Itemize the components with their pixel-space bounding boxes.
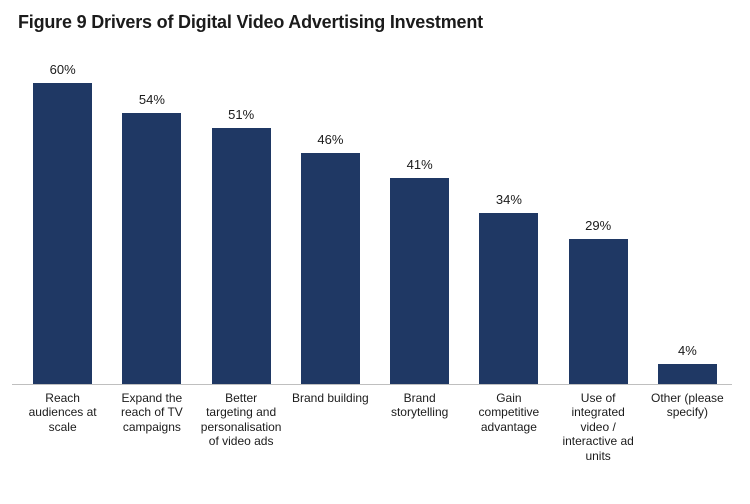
x-axis-label: Better targeting and personalisation of … xyxy=(197,391,286,463)
bar-column: 4% xyxy=(643,59,732,384)
bar xyxy=(122,113,181,384)
bars-group: 60% 54% 51% 46% 41% 34% 29% 4% xyxy=(18,59,732,384)
bar-value-label: 54% xyxy=(139,92,165,107)
bar-column: 41% xyxy=(375,59,464,384)
x-axis-labels: Reach audiences at scaleExpand the reach… xyxy=(18,391,732,463)
bar xyxy=(479,213,538,384)
bar-column: 60% xyxy=(18,59,107,384)
bar-value-label: 4% xyxy=(678,343,697,358)
bar xyxy=(569,239,628,384)
bar-column: 29% xyxy=(554,59,643,384)
figure-title: Figure 9 Drivers of Digital Video Advert… xyxy=(18,12,732,33)
bar-column: 54% xyxy=(107,59,196,384)
bar-column: 51% xyxy=(197,59,286,384)
bar-value-label: 34% xyxy=(496,192,522,207)
bar-value-label: 60% xyxy=(50,62,76,77)
bar-column: 46% xyxy=(286,59,375,384)
bar xyxy=(301,153,360,384)
x-axis-label: Gain competitive advantage xyxy=(464,391,553,463)
bar xyxy=(658,364,717,384)
bar-value-label: 46% xyxy=(317,132,343,147)
x-axis-label: Reach audiences at scale xyxy=(18,391,107,463)
plot-area: 60% 54% 51% 46% 41% 34% 29% 4% xyxy=(18,59,732,385)
bar-value-label: 41% xyxy=(407,157,433,172)
x-axis-label: Expand the reach of TV campaigns xyxy=(107,391,196,463)
bar-column: 34% xyxy=(464,59,553,384)
bar-value-label: 51% xyxy=(228,107,254,122)
bar-chart: 60% 54% 51% 46% 41% 34% 29% 4% Reach audiences … xyxy=(18,59,732,463)
x-axis-label: Brand building xyxy=(286,391,375,463)
x-axis-label: Brand storytelling xyxy=(375,391,464,463)
bar xyxy=(33,83,92,384)
x-axis-label: Other (please specify) xyxy=(643,391,732,463)
figure-container: Figure 9 Drivers of Digital Video Advert… xyxy=(0,0,750,504)
x-axis-label: Use of integrated video / interactive ad… xyxy=(554,391,643,463)
bar xyxy=(390,178,449,384)
bar xyxy=(212,128,271,384)
axis-tick xyxy=(12,384,18,385)
bar-value-label: 29% xyxy=(585,218,611,233)
